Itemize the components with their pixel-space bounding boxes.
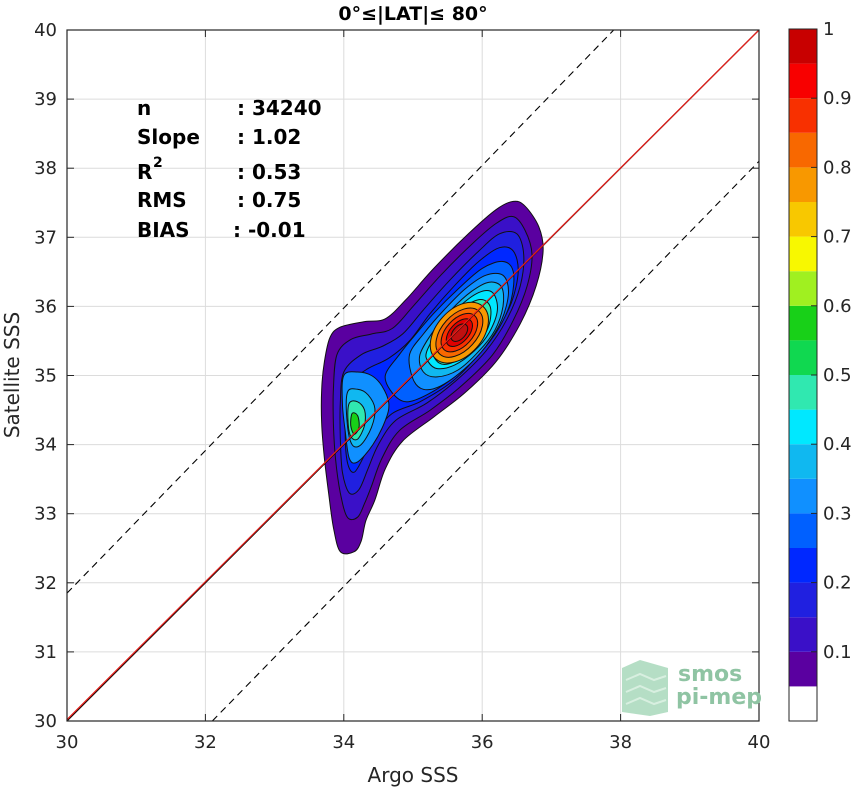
lower-error-line xyxy=(211,160,760,722)
colorbar-segment xyxy=(789,98,817,133)
stat-bias-label: BIAS xyxy=(137,218,190,242)
y-tick-label: 32 xyxy=(34,573,57,594)
reference-lines xyxy=(66,29,760,722)
colorbar-segment xyxy=(789,202,817,237)
colorbar-segment xyxy=(789,63,817,99)
colorbar-segment xyxy=(789,29,817,64)
y-tick-label: 36 xyxy=(34,296,57,317)
x-tick-label: 36 xyxy=(471,732,494,753)
colorbar-segment xyxy=(789,305,817,341)
logo-text: pi-mep xyxy=(676,685,762,710)
x-tick-label: 32 xyxy=(194,732,217,753)
y-tick-label: 38 xyxy=(34,158,57,179)
chart-title: 0°≤|LAT|≤ 80° xyxy=(338,3,487,25)
density-contours xyxy=(320,200,544,555)
regression-line xyxy=(66,29,760,721)
y-tick-label: 31 xyxy=(34,642,57,663)
colorbar-tick-label: 0.7 xyxy=(823,227,852,248)
colorbar-segment xyxy=(789,513,817,548)
y-tick-label: 30 xyxy=(34,711,57,732)
colorbar-tick-label: 0.9 xyxy=(823,88,852,109)
upper-error-line xyxy=(66,29,615,594)
axis-ticks: 30 32 34 36 38 40 30 31 32 33 34 35 36 37 38 39 40 xyxy=(34,20,770,753)
stat-slope-label: Slope xyxy=(137,125,200,149)
stat-r2-value: : 0.53 xyxy=(237,160,301,184)
y-tick-label: 39 xyxy=(34,89,57,110)
colorbar-tick-label: 0.6 xyxy=(823,296,852,317)
y-axis-label: Satellite SSS xyxy=(0,312,24,438)
smos-pimep-logo: smos pi-mep xyxy=(622,660,762,716)
stat-r2-label: R xyxy=(137,160,152,184)
stat-n-label: n xyxy=(137,96,151,120)
colorbar-segment xyxy=(789,651,817,687)
colorbar-tick-label: 0.4 xyxy=(823,434,852,455)
colorbar-segment xyxy=(789,409,817,445)
colorbar-segment xyxy=(789,236,817,272)
stats-annotation: n : 34240 Slope : 1.02 R 2 : 0.53 RMS : … xyxy=(137,96,322,242)
colorbar-segment xyxy=(789,617,817,652)
y-tick-label: 37 xyxy=(34,227,57,248)
stat-r2-superscript: 2 xyxy=(153,155,163,171)
density-peak-contour xyxy=(450,323,469,342)
colorbar-segment xyxy=(789,582,817,618)
stat-rms-value: : 0.75 xyxy=(237,188,301,212)
colorbar-segment xyxy=(789,686,817,721)
colorbar-segment xyxy=(789,132,817,168)
colorbar-segment xyxy=(789,271,817,306)
colorbar-segment xyxy=(789,478,817,514)
colorbar-tick-label: 0.5 xyxy=(823,365,852,386)
y-tick-label: 33 xyxy=(34,504,57,525)
x-tick-label: 38 xyxy=(609,732,632,753)
stat-n-value: : 34240 xyxy=(237,96,322,120)
x-tick-label: 40 xyxy=(748,732,771,753)
logo-wave-line xyxy=(625,684,667,694)
stat-slope-value: : 1.02 xyxy=(237,125,301,149)
colorbar-tick-label: 1 xyxy=(823,19,834,40)
colorbar-segment xyxy=(789,548,817,583)
logo-text: smos xyxy=(678,662,742,687)
colorbar-segment xyxy=(789,167,817,202)
colorbar-tick-label: 0.1 xyxy=(823,642,852,663)
x-axis-label: Argo SSS xyxy=(368,763,459,787)
x-tick-label: 30 xyxy=(56,732,79,753)
colorbar-tick-label: 0.8 xyxy=(823,157,852,178)
colorbar-segment xyxy=(789,375,817,410)
x-tick-label: 34 xyxy=(332,732,355,753)
colorbar-segment xyxy=(789,340,817,375)
stat-rms-label: RMS xyxy=(137,188,187,212)
colorbar-segment xyxy=(789,444,817,479)
y-tick-label: 40 xyxy=(34,20,57,41)
stat-bias-value: : -0.01 xyxy=(233,218,306,242)
logo-wave-line xyxy=(625,672,667,682)
colorbar: 0.1 0.2 0.3 0.4 0.5 0.6 0.7 0.8 0.9 1 xyxy=(788,19,852,722)
logo-wave-line xyxy=(625,696,667,706)
y-tick-label: 34 xyxy=(34,435,57,456)
y-tick-label: 35 xyxy=(34,366,57,387)
colorbar-tick-label: 0.2 xyxy=(823,573,852,594)
colorbar-tick-label: 0.3 xyxy=(823,503,852,524)
